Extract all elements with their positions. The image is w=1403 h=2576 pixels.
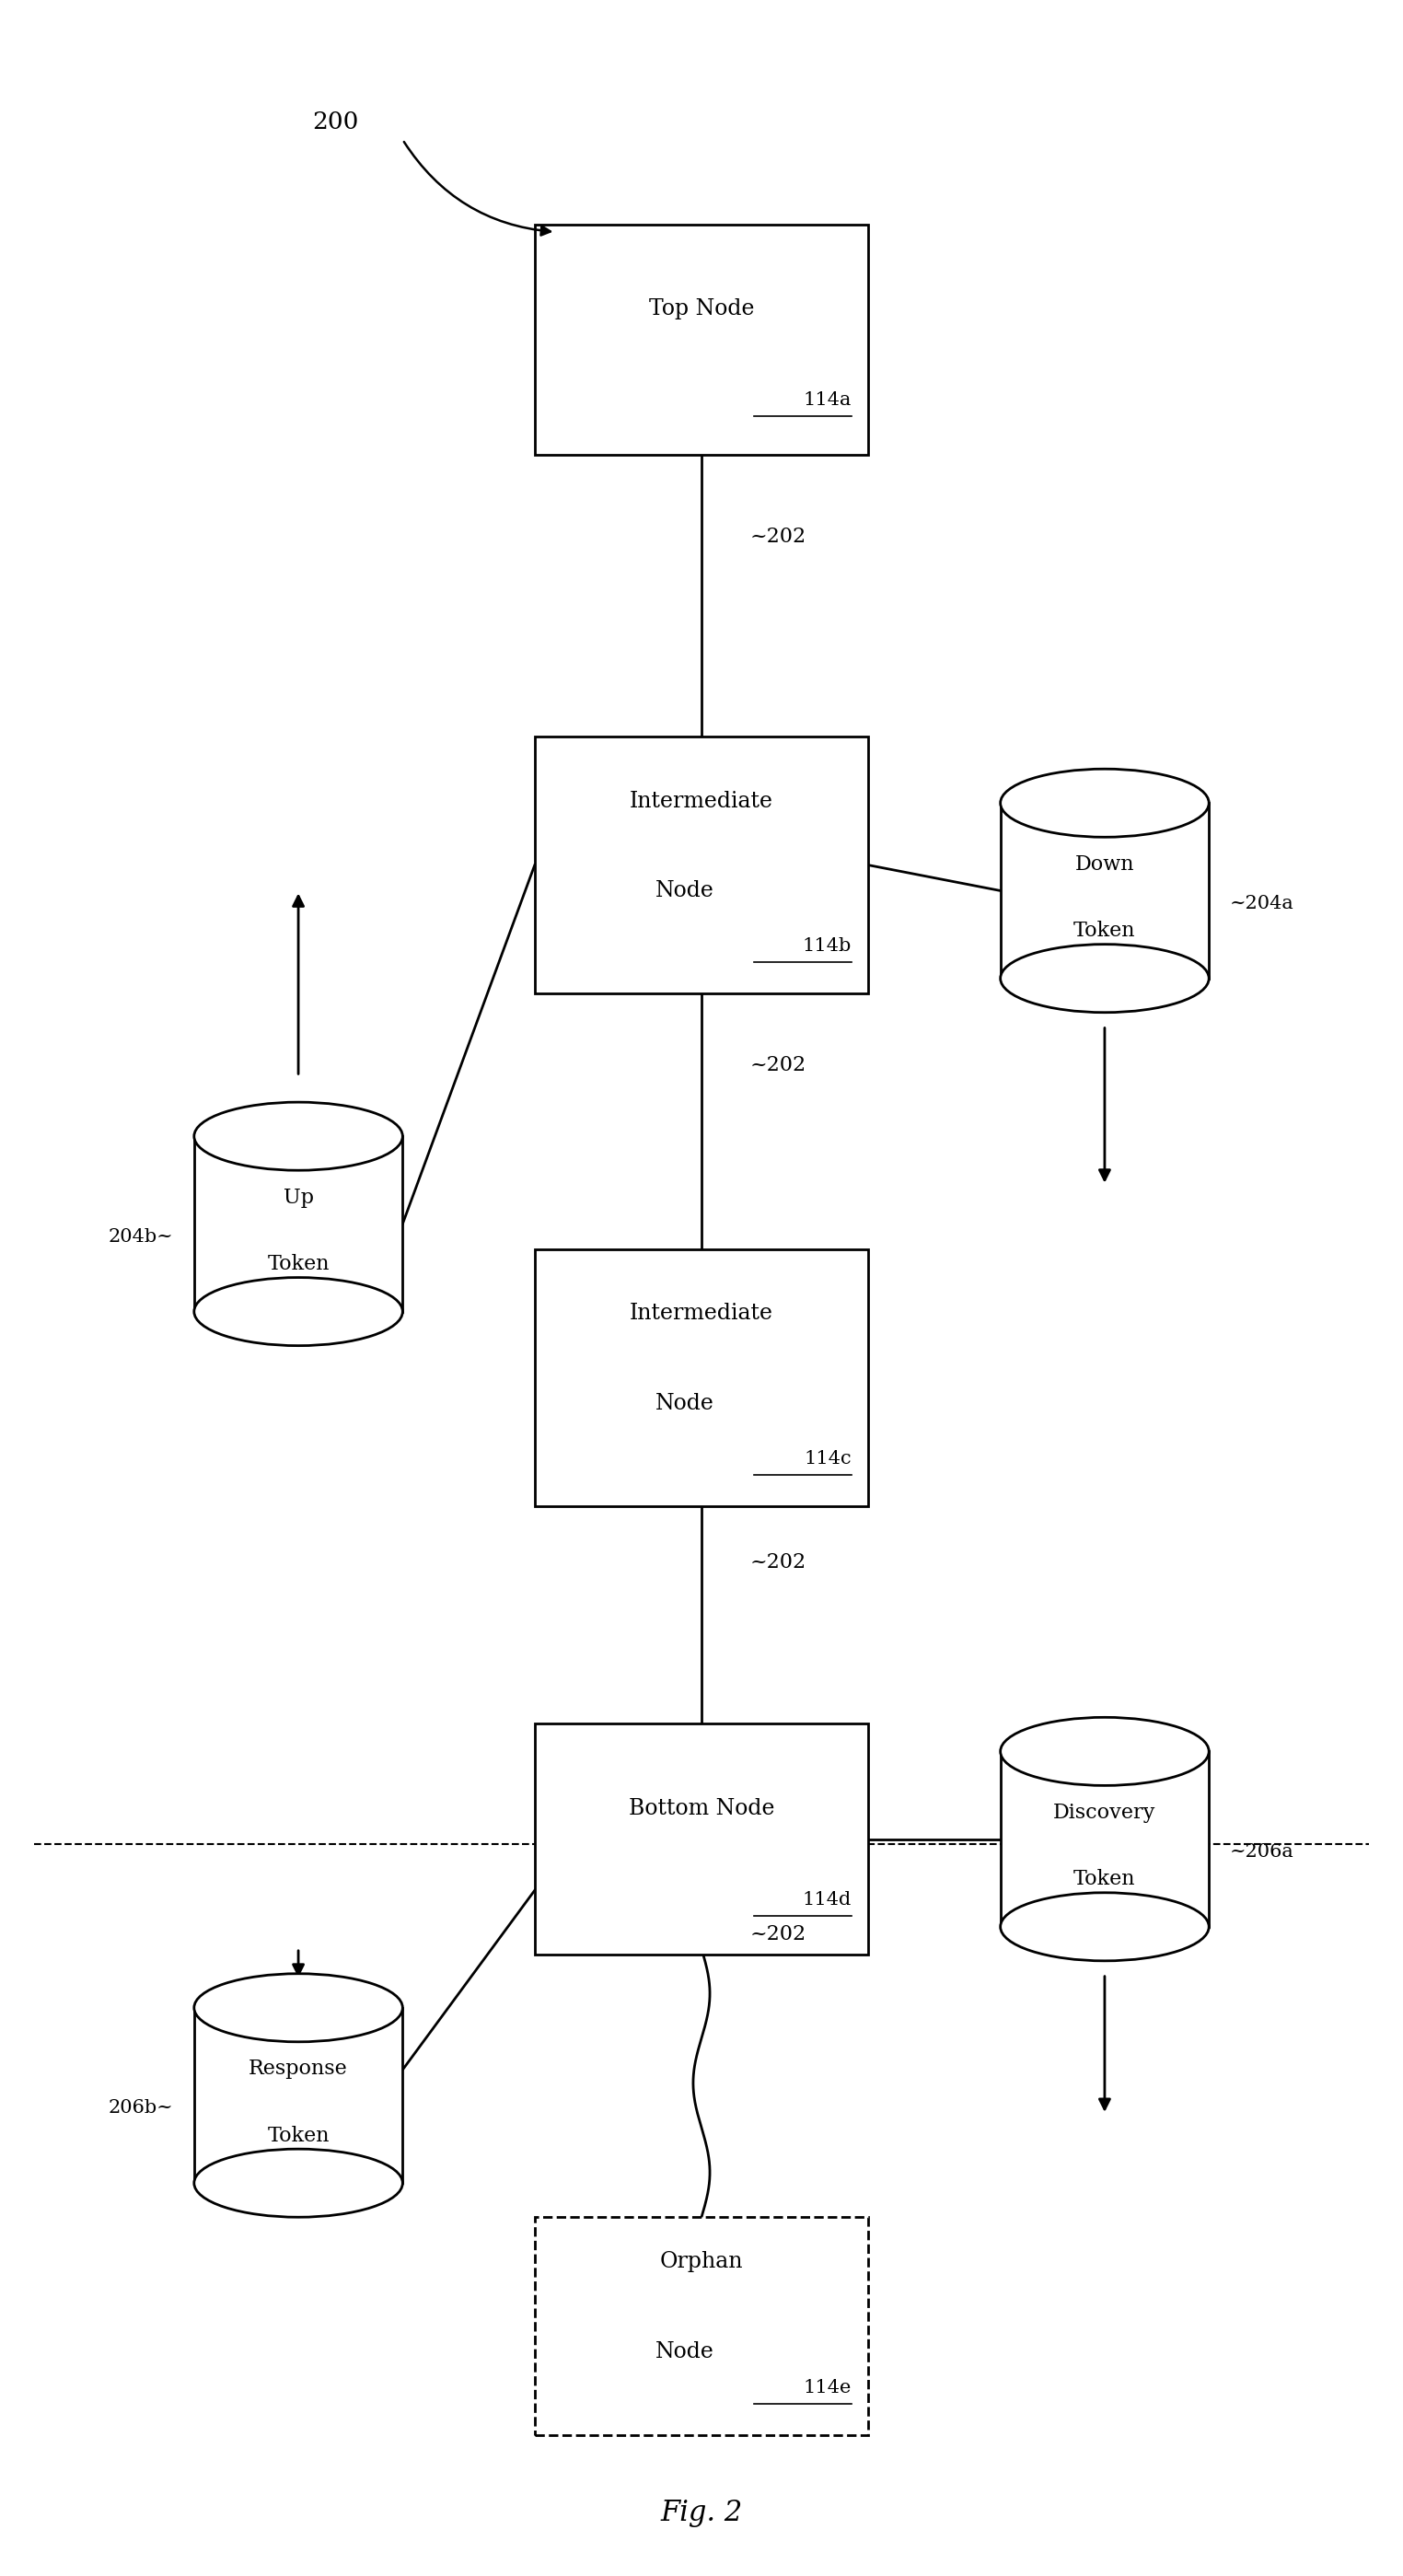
Text: Up: Up (283, 1188, 313, 1208)
Text: Token: Token (1073, 920, 1136, 940)
Bar (194, 1136, 403, 1311)
Text: 206b~: 206b~ (108, 2099, 173, 2117)
Text: 114a: 114a (804, 392, 852, 410)
Text: Node: Node (655, 2342, 714, 2362)
Text: Token: Token (267, 2125, 330, 2146)
Ellipse shape (1000, 945, 1209, 1012)
Text: Node: Node (655, 1394, 714, 1414)
Text: Token: Token (1073, 1870, 1136, 1888)
Ellipse shape (194, 1278, 403, 1345)
Text: Token: Token (267, 1255, 330, 1275)
Ellipse shape (1000, 1718, 1209, 1785)
Text: ~204a: ~204a (1230, 894, 1294, 912)
Text: 114c: 114c (804, 1450, 852, 1468)
Text: ~206a: ~206a (1230, 1844, 1294, 1860)
Text: Discovery: Discovery (1054, 1803, 1156, 1824)
Text: Down: Down (1075, 855, 1135, 873)
Text: ~202: ~202 (751, 1924, 807, 1945)
Text: Intermediate: Intermediate (630, 1303, 773, 1324)
FancyBboxPatch shape (535, 224, 868, 456)
FancyBboxPatch shape (535, 2218, 868, 2434)
Bar (194, 2007, 403, 2182)
FancyBboxPatch shape (535, 737, 868, 994)
FancyBboxPatch shape (535, 1723, 868, 1955)
Ellipse shape (194, 1973, 403, 2043)
Text: Response: Response (248, 2058, 348, 2079)
Text: Fig. 2: Fig. 2 (661, 2499, 742, 2527)
Ellipse shape (1000, 770, 1209, 837)
Bar (1000, 1752, 1209, 1927)
Ellipse shape (194, 2148, 403, 2218)
Text: 114e: 114e (804, 2380, 852, 2396)
Text: ~202: ~202 (751, 528, 807, 546)
Text: 204b~: 204b~ (108, 1229, 173, 1244)
Bar (1000, 804, 1209, 979)
Text: 114d: 114d (803, 1891, 852, 1909)
Text: Intermediate: Intermediate (630, 791, 773, 811)
Text: 114b: 114b (803, 938, 852, 956)
Text: Top Node: Top Node (648, 299, 755, 319)
Ellipse shape (1000, 1893, 1209, 1960)
Text: ~202: ~202 (751, 1553, 807, 1571)
Text: Orphan: Orphan (659, 2251, 744, 2272)
FancyBboxPatch shape (535, 1249, 868, 1507)
Text: Node: Node (655, 881, 714, 902)
Text: Bottom Node: Bottom Node (629, 1798, 774, 1819)
Ellipse shape (194, 1103, 403, 1170)
Text: 200: 200 (313, 111, 359, 134)
Text: ~202: ~202 (751, 1056, 807, 1074)
